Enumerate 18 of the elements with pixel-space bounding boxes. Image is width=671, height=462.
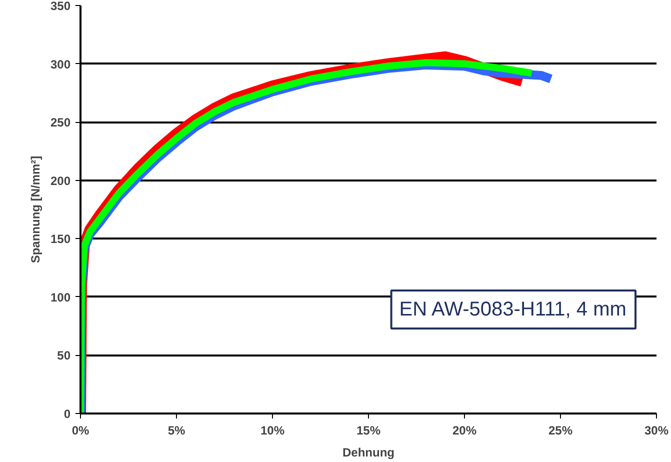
x-tick-label: 30% bbox=[644, 424, 669, 438]
y-axis-title: Spannung [N/mm²] bbox=[28, 156, 42, 264]
y-tick-label: 300 bbox=[50, 57, 71, 72]
y-tick-label: 100 bbox=[50, 290, 71, 304]
y-tick-label: 50 bbox=[57, 348, 71, 363]
x-tick-label: 25% bbox=[548, 424, 573, 438]
x-tick-label: 20% bbox=[452, 424, 477, 438]
x-tick-label: 5% bbox=[168, 424, 186, 438]
y-tick-label: 350 bbox=[50, 0, 71, 13]
y-tick-label: 250 bbox=[50, 116, 71, 130]
y-tick-label: 200 bbox=[50, 174, 71, 188]
annotation: EN AW-5083-H111, 4 mm bbox=[399, 298, 626, 320]
x-axis-title: Dehnung bbox=[342, 446, 395, 460]
x-tick-label: 0% bbox=[72, 424, 90, 438]
x-tick-label: 15% bbox=[356, 424, 381, 438]
x-tick-label: 10% bbox=[260, 424, 285, 438]
y-tick-label: 0 bbox=[64, 407, 71, 421]
y-tick-label: 150 bbox=[50, 232, 71, 246]
